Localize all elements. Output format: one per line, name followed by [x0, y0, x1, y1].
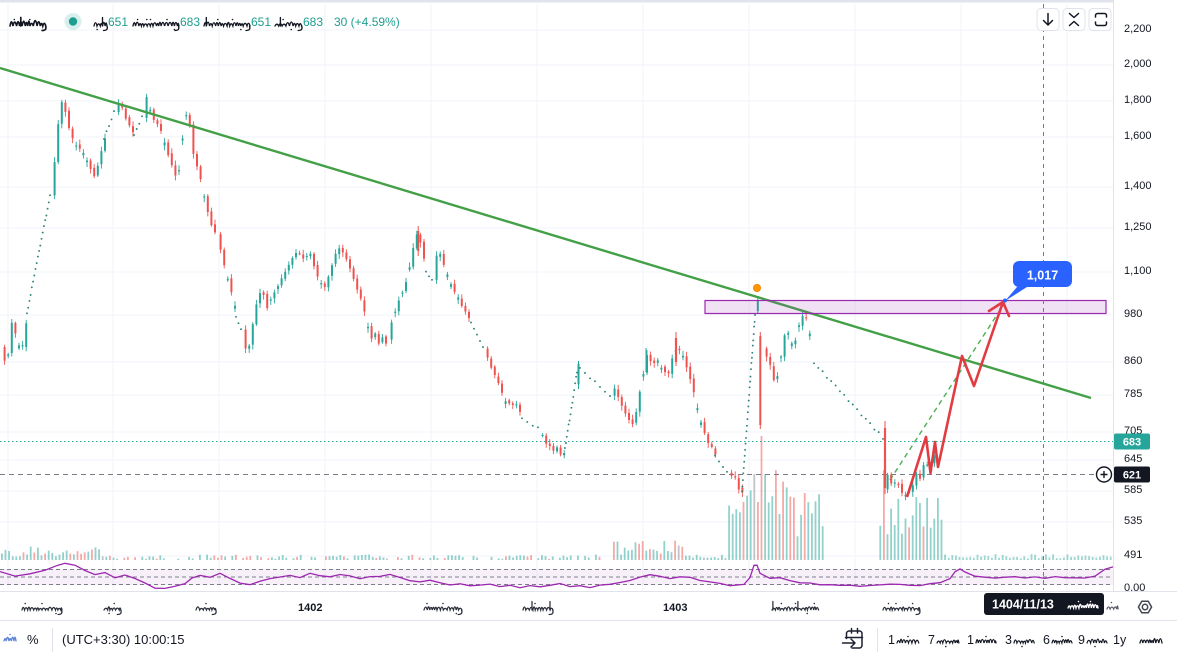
- svg-text:1,400: 1,400: [1124, 180, 1152, 192]
- svg-text:1404/11/13: 1404/11/13: [992, 598, 1054, 612]
- svg-text:1403: 1403: [663, 602, 687, 614]
- svg-text:1: 1: [888, 633, 895, 647]
- svg-text:535: 535: [1124, 515, 1142, 527]
- svg-text:683: 683: [303, 15, 323, 29]
- svg-text:1,250: 1,250: [1124, 221, 1152, 233]
- svg-text:6: 6: [1043, 633, 1050, 647]
- svg-text:651: 651: [251, 15, 271, 29]
- svg-text:860: 860: [1124, 355, 1142, 367]
- svg-text:3: 3: [1005, 633, 1012, 647]
- svg-text:1y: 1y: [1113, 633, 1127, 647]
- svg-text:651: 651: [108, 15, 128, 29]
- svg-text:491: 491: [1124, 549, 1142, 561]
- svg-text:621: 621: [1123, 470, 1141, 482]
- svg-text:2,000: 2,000: [1124, 58, 1152, 70]
- svg-text:683: 683: [180, 15, 200, 29]
- svg-text:1,100: 1,100: [1124, 265, 1152, 277]
- svg-text:785: 785: [1124, 388, 1142, 400]
- svg-text:%: %: [27, 632, 39, 647]
- svg-text:1402: 1402: [298, 602, 322, 614]
- svg-text:7: 7: [928, 633, 935, 647]
- svg-text:585: 585: [1124, 484, 1142, 496]
- svg-text:1,017: 1,017: [1027, 269, 1058, 283]
- svg-text:645: 645: [1124, 453, 1142, 465]
- svg-text:1,800: 1,800: [1124, 94, 1152, 106]
- svg-text:1,600: 1,600: [1124, 130, 1152, 142]
- svg-text:(UTC+3:30) 10:00:15: (UTC+3:30) 10:00:15: [62, 632, 184, 647]
- svg-text:9: 9: [1078, 633, 1085, 647]
- svg-text:980: 980: [1124, 308, 1142, 320]
- svg-text:30 (+4.59%): 30 (+4.59%): [334, 15, 400, 29]
- svg-text:1: 1: [967, 633, 974, 647]
- svg-text:2,200: 2,200: [1124, 23, 1152, 35]
- svg-text:683: 683: [1123, 437, 1141, 449]
